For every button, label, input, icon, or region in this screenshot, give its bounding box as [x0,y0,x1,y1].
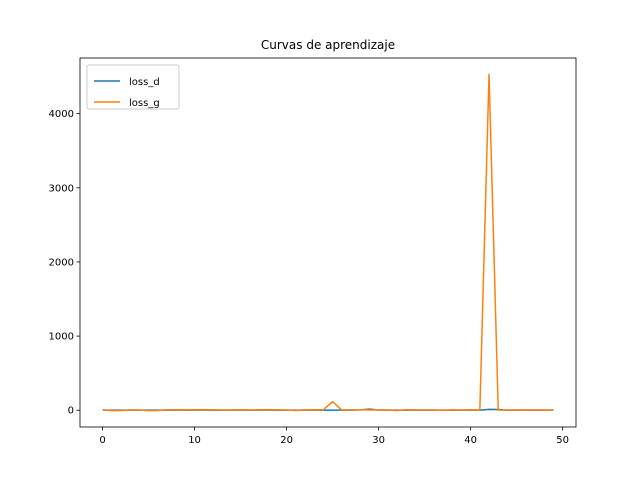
plot-area [79,57,577,428]
legend-label-loss-g: loss_g [129,98,160,109]
x-tick-label: 20 [280,435,293,446]
x-tick-label: 10 [188,435,201,446]
y-tick-label: 2000 [49,257,74,268]
y-axis: 0 1000 2000 3000 4000 [49,109,80,417]
x-tick-label: 0 [99,435,105,446]
y-tick-label: 0 [68,406,74,417]
y-tick-label: 1000 [49,332,74,343]
x-tick-label: 40 [464,435,477,446]
plot-frame [79,57,577,428]
y-tick-label: 4000 [49,109,74,120]
x-tick-label: 30 [372,435,385,446]
x-axis: 0 10 20 30 40 50 [99,427,569,446]
series-line-loss-g [102,73,554,412]
y-tick-label: 3000 [49,183,74,194]
x-tick-label: 50 [556,435,569,446]
legend-label-loss-d: loss_d [129,77,160,88]
chart-title: Curvas de aprendizaje [261,38,395,52]
legend-box [86,64,180,110]
legend: loss_d loss_g [86,64,180,110]
series-layer [102,73,554,412]
